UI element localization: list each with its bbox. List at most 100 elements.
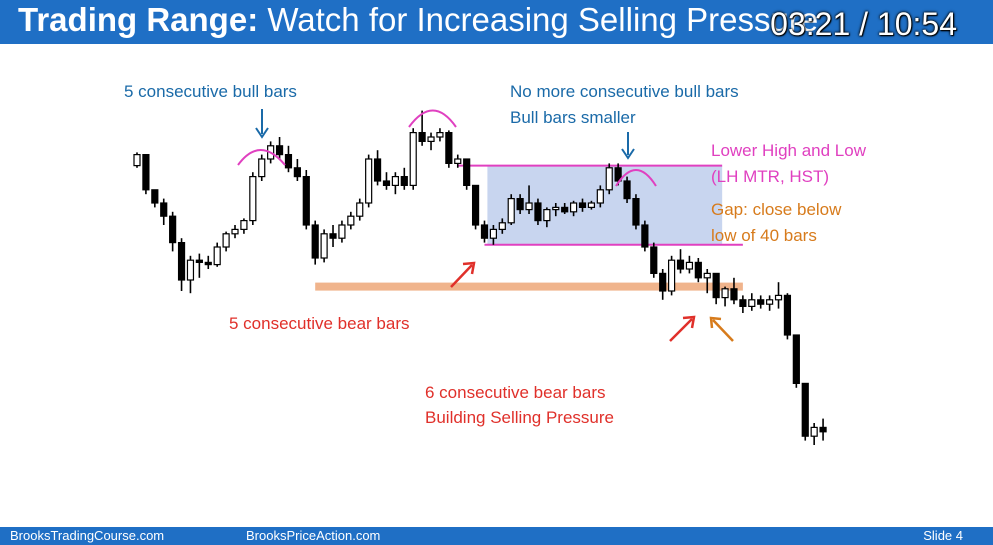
bull-candle-body	[213, 246, 221, 266]
bear-candle-body	[676, 259, 685, 270]
bear-candle-body	[650, 246, 658, 274]
candle	[578, 198, 587, 212]
bear-candle-body	[463, 158, 471, 186]
candle	[552, 203, 560, 217]
candle	[650, 242, 658, 278]
bull-candle-body	[667, 259, 676, 292]
candle	[373, 150, 382, 186]
bull-candle-body	[249, 176, 257, 222]
candle	[694, 258, 702, 283]
bull-candle-body	[587, 202, 596, 209]
candle	[142, 153, 150, 195]
candle	[766, 295, 774, 311]
candle	[596, 185, 604, 208]
bear-candle-body	[819, 426, 827, 433]
candle	[471, 184, 480, 230]
candle	[195, 253, 203, 278]
footer-left-site: BrooksTradingCourse.com	[10, 528, 165, 543]
video-timestamp: 03:21 / 10:54	[770, 6, 957, 42]
bull-candle-body	[498, 222, 506, 231]
bear-candle-body	[382, 180, 391, 187]
annotation-5-bull-bars: 5 consecutive bull bars	[124, 82, 297, 101]
candle	[311, 220, 319, 265]
bear-candle-body	[284, 153, 293, 169]
candle	[338, 220, 346, 243]
candle	[623, 176, 631, 203]
candle	[436, 128, 444, 142]
bull-candle-body	[338, 224, 346, 239]
bear-candle-body	[659, 272, 667, 292]
bull-candle-body	[605, 167, 613, 191]
support-line	[315, 282, 743, 291]
highlight-arc-second-high	[408, 109, 457, 128]
bull-candle-body	[365, 158, 373, 204]
candle	[587, 200, 596, 210]
bear-candle-body	[561, 206, 569, 213]
candle	[819, 418, 827, 441]
candle	[284, 145, 293, 173]
bull-candle-body	[240, 220, 248, 231]
bull-candle-body	[391, 176, 399, 187]
bear-candle-body	[792, 334, 800, 385]
bear-candle-body	[712, 272, 720, 299]
candle	[810, 423, 818, 445]
candle	[151, 189, 159, 208]
candle	[667, 255, 676, 296]
bear-candle-body	[578, 202, 587, 209]
bear-candle-body	[471, 184, 480, 226]
candle	[561, 203, 569, 214]
candle	[748, 293, 756, 311]
candle	[569, 200, 578, 217]
annotation-bull-bars-smaller: Bull bars smaller	[510, 108, 636, 127]
candle	[498, 218, 506, 234]
bull-candle-body	[454, 158, 462, 165]
bull-candle-body	[721, 288, 729, 299]
bull-candle-body	[569, 202, 578, 213]
candle	[347, 211, 355, 230]
candle	[641, 220, 649, 252]
candle	[249, 172, 257, 225]
bear-candle-body	[623, 180, 631, 200]
bull-candle-body	[543, 209, 551, 222]
candle	[516, 194, 524, 214]
candle	[302, 170, 310, 230]
candle	[365, 154, 373, 208]
bear-candle-body	[142, 153, 150, 191]
bear-candle-body	[275, 145, 284, 156]
bull-candle-body	[427, 136, 435, 143]
bull-candle-body	[436, 131, 444, 138]
bear-candle-body	[204, 261, 212, 266]
bull-candle-body	[552, 206, 560, 211]
bull-candle-body	[489, 228, 497, 239]
bear-candle-body	[160, 202, 168, 217]
arrow-up-right-red-icon	[450, 261, 476, 288]
candle	[186, 255, 195, 294]
candle	[293, 159, 301, 181]
bear-candle-body	[329, 233, 337, 239]
bear-candle-body	[516, 198, 524, 211]
arrow-up-right-red-icon-2	[669, 315, 696, 342]
slide-footer: BrooksTradingCourse.com BrooksPriceActio…	[0, 527, 993, 545]
annotation-low-of-40-bars: low of 40 bars	[711, 226, 817, 245]
candle	[739, 295, 747, 313]
candle	[685, 255, 694, 274]
candle	[258, 154, 266, 181]
title-bold: Trading Range:	[18, 1, 259, 38]
candle	[676, 249, 685, 274]
candle	[525, 185, 533, 214]
candle	[356, 198, 364, 221]
candle	[133, 152, 141, 168]
bear-candle-body	[302, 176, 310, 226]
candle	[160, 198, 168, 225]
annotation-6-bear-bars: 6 consecutive bear bars	[425, 383, 606, 402]
candle	[507, 194, 515, 225]
candle	[659, 269, 667, 300]
candle	[721, 286, 729, 307]
candle	[801, 382, 809, 441]
candle	[391, 172, 399, 195]
candle	[489, 225, 497, 245]
candle	[177, 238, 186, 291]
bear-candle-body	[418, 131, 426, 142]
candles-group	[133, 110, 827, 445]
bear-candle-body	[293, 167, 301, 178]
